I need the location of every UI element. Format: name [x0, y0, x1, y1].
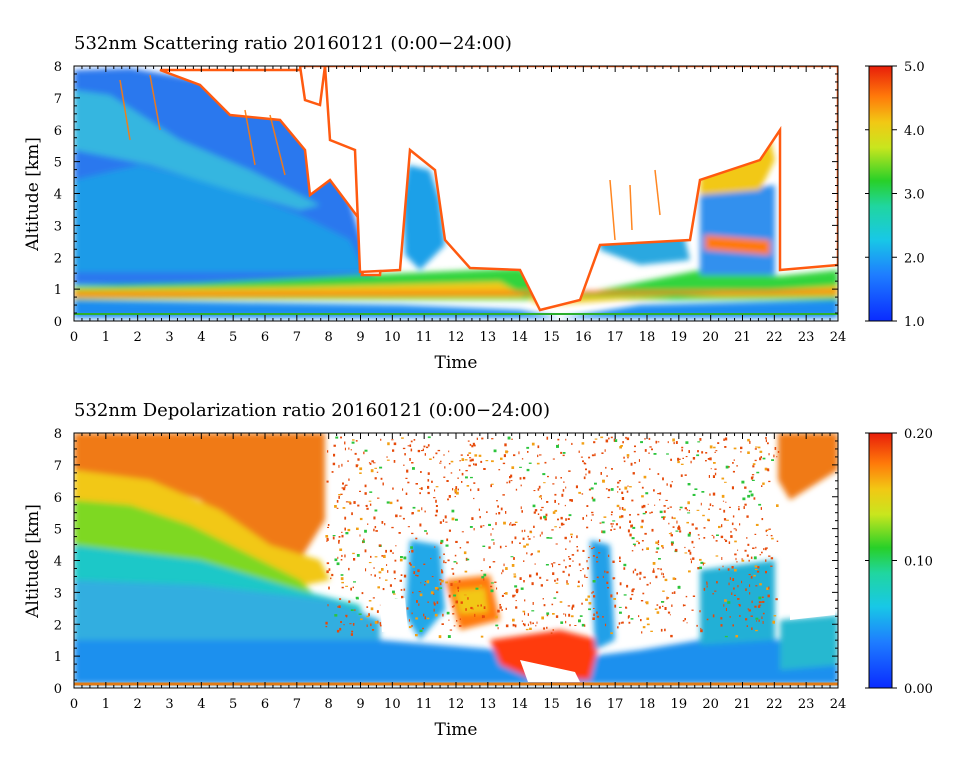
y-tick-label: 8 — [54, 427, 62, 442]
axis-ticks: 0 1 2 3 4 5 6 7 8 9 10 11 12 13 14 15 16 17 18 19 20 21 22 23 24… — [54, 427, 847, 712]
y-tick-label: 0 — [54, 315, 62, 330]
x-tick-label: 12 — [448, 330, 465, 345]
x-tick-label: 19 — [671, 697, 688, 712]
x-tick-label: 2 — [134, 697, 142, 712]
x-tick-label: 5 — [229, 330, 237, 345]
y-tick-label: 2 — [54, 251, 62, 266]
x-tick-label: 15 — [543, 330, 560, 345]
chart-title: 532nm Depolarization ratio 20160121 (0:0… — [74, 400, 550, 421]
x-tick-label: 6 — [261, 330, 269, 345]
x-tick-label: 3 — [165, 330, 173, 345]
y-tick-label: 2 — [54, 618, 62, 633]
noise-speckles — [325, 436, 780, 639]
x-tick-label: 16 — [575, 330, 592, 345]
y-axis-label: Altitude [km] — [23, 137, 43, 252]
x-tick-label: 12 — [448, 697, 465, 712]
colorbar-tick-label: 1.0 — [904, 315, 925, 330]
y-tick-label: 8 — [54, 60, 62, 75]
colorbar-tick-label: 5.0 — [904, 60, 925, 75]
x-tick-label: 13 — [480, 697, 497, 712]
colorbar-tick-label: 2.0 — [904, 251, 925, 266]
x-tick-label: 9 — [356, 697, 364, 712]
colorbar — [868, 432, 893, 689]
y-tick-label: 5 — [54, 156, 62, 171]
x-axis-label: Time — [435, 353, 478, 373]
x-tick-label: 0 — [70, 330, 78, 345]
colorbar-ticks: 0.00 0.10 0.20 — [865, 427, 933, 697]
x-tick-label: 21 — [734, 330, 751, 345]
x-tick-label: 2 — [134, 330, 142, 345]
colorbar-tick-label: 0.20 — [904, 427, 933, 442]
x-tick-label: 24 — [830, 330, 847, 345]
colorbar-tick-label: 3.0 — [904, 188, 925, 203]
x-tick-label: 11 — [416, 330, 433, 345]
y-tick-label: 3 — [54, 219, 62, 234]
colorbar-ticks: 1.0 2.0 3.0 4.0 5.0 — [865, 60, 925, 330]
heatmap-field — [74, 66, 838, 321]
x-tick-label: 8 — [325, 697, 333, 712]
heatmap-field — [74, 433, 838, 688]
colorbar-tick-label: 0.00 — [904, 682, 933, 697]
x-tick-label: 18 — [639, 697, 656, 712]
x-tick-label: 1 — [102, 697, 110, 712]
x-tick-label: 20 — [702, 697, 719, 712]
x-tick-label: 11 — [416, 697, 433, 712]
colorbar — [868, 65, 893, 322]
x-tick-label: 5 — [229, 697, 237, 712]
x-tick-label: 16 — [575, 697, 592, 712]
y-tick-label: 3 — [54, 586, 62, 601]
x-tick-label: 7 — [293, 697, 301, 712]
x-tick-label: 22 — [766, 330, 783, 345]
axis-ticks: 0 1 2 3 4 5 6 7 8 9 10 11 12 13 14 15 16 17 18 19 20 21 22 23 24… — [54, 60, 847, 345]
x-axis-label: Time — [435, 720, 478, 740]
y-axis-label: Altitude [km] — [23, 504, 43, 619]
x-tick-label: 20 — [702, 330, 719, 345]
x-tick-label: 4 — [197, 697, 205, 712]
x-tick-label: 14 — [511, 330, 528, 345]
x-tick-label: 15 — [543, 697, 560, 712]
x-tick-label: 0 — [70, 697, 78, 712]
x-tick-label: 24 — [830, 697, 847, 712]
x-tick-label: 14 — [511, 697, 528, 712]
x-tick-label: 13 — [480, 330, 497, 345]
x-tick-label: 4 — [197, 330, 205, 345]
y-tick-label: 6 — [54, 491, 62, 506]
x-tick-label: 18 — [639, 330, 656, 345]
y-tick-label: 1 — [54, 283, 62, 298]
x-tick-label: 21 — [734, 697, 751, 712]
y-tick-label: 6 — [54, 124, 62, 139]
x-tick-label: 23 — [798, 330, 815, 345]
x-tick-label: 9 — [356, 330, 364, 345]
panel-depolarization: 532nm Depolarization ratio 20160121 (0:0… — [23, 400, 933, 740]
y-tick-label: 0 — [54, 682, 62, 697]
y-tick-label: 7 — [54, 459, 62, 474]
x-tick-label: 17 — [607, 697, 624, 712]
x-tick-label: 6 — [261, 697, 269, 712]
x-tick-label: 10 — [384, 697, 401, 712]
colorbar-tick-label: 0.10 — [904, 555, 933, 570]
x-tick-label: 22 — [766, 697, 783, 712]
y-tick-label: 5 — [54, 523, 62, 538]
x-tick-label: 10 — [384, 330, 401, 345]
colorbar-tick-label: 4.0 — [904, 124, 925, 139]
y-tick-label: 1 — [54, 650, 62, 665]
x-tick-label: 7 — [293, 330, 301, 345]
chart-title: 532nm Scattering ratio 20160121 (0:00−24… — [74, 33, 512, 54]
y-tick-label: 7 — [54, 92, 62, 107]
panel-scattering: 532nm Scattering ratio 20160121 (0:00−24… — [23, 33, 925, 373]
x-tick-label: 23 — [798, 697, 815, 712]
x-tick-label: 8 — [325, 330, 333, 345]
x-tick-label: 19 — [671, 330, 688, 345]
y-tick-label: 4 — [54, 188, 62, 203]
x-tick-label: 17 — [607, 330, 624, 345]
x-tick-label: 1 — [102, 330, 110, 345]
y-tick-label: 4 — [54, 555, 62, 570]
x-tick-label: 3 — [165, 697, 173, 712]
